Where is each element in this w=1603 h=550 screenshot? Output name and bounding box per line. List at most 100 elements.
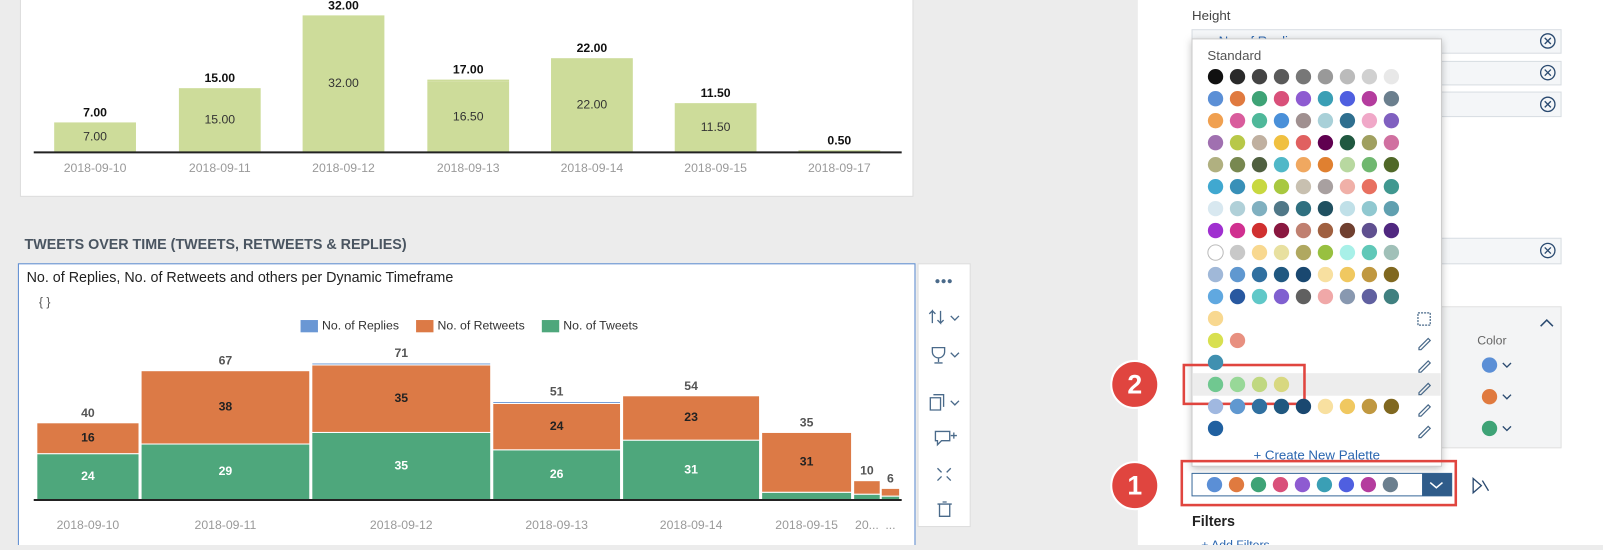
color-swatch[interactable]: [1273, 156, 1290, 173]
chart-icons[interactable]: { }: [39, 295, 51, 309]
color-swatch[interactable]: [1229, 244, 1246, 261]
color-swatch[interactable]: [1229, 398, 1246, 415]
color-swatch[interactable]: [1317, 156, 1334, 173]
color-swatch[interactable]: [1273, 398, 1290, 415]
color-swatch[interactable]: [1207, 222, 1224, 239]
create-palette[interactable]: + Create New Palette: [1253, 448, 1380, 463]
color-swatch[interactable]: [1339, 244, 1356, 261]
color-swatch[interactable]: [1229, 222, 1246, 239]
color-swatch[interactable]: [1251, 91, 1268, 107]
dropdown-button[interactable]: [1422, 473, 1452, 496]
swap-icon[interactable]: [1472, 477, 1490, 495]
color-swatch[interactable]: [1273, 69, 1290, 85]
color-swatch[interactable]: [1295, 200, 1312, 217]
color-swatch[interactable]: [1317, 91, 1334, 107]
color-swatch[interactable]: [1361, 69, 1378, 85]
color-swatch[interactable]: [1339, 156, 1356, 173]
color-swatch[interactable]: [1383, 288, 1400, 305]
color-swatch[interactable]: [1251, 156, 1268, 173]
color-swatch[interactable]: [1361, 398, 1378, 415]
color-swatch[interactable]: [1207, 113, 1224, 129]
color-swatch[interactable]: [1273, 178, 1290, 195]
color-swatch[interactable]: [1383, 113, 1400, 129]
color-swatch[interactable]: [1339, 200, 1356, 217]
color-swatch[interactable]: [1251, 69, 1268, 85]
color-swatch[interactable]: [1229, 156, 1246, 173]
color-swatch[interactable]: [1339, 91, 1356, 107]
color-swatch[interactable]: [1251, 113, 1268, 129]
color-swatch[interactable]: [1361, 200, 1378, 217]
measure-color[interactable]: [1481, 357, 1498, 373]
color-swatch[interactable]: [1207, 156, 1224, 173]
color-swatch[interactable]: [1273, 91, 1290, 107]
color-swatch[interactable]: [1361, 178, 1378, 195]
add-filters[interactable]: + Add Filters: [1201, 538, 1269, 550]
color-swatch[interactable]: [1229, 376, 1246, 393]
color-swatch[interactable]: [1207, 420, 1224, 437]
color-swatch[interactable]: [1295, 266, 1312, 283]
color-swatch[interactable]: [1251, 222, 1268, 239]
color-swatch[interactable]: [1251, 244, 1268, 261]
color-swatch[interactable]: [1383, 398, 1400, 415]
color-swatch[interactable]: [1273, 222, 1290, 239]
remove-icons[interactable]: [1539, 33, 1556, 259]
color-swatch[interactable]: [1273, 200, 1290, 217]
color-swatch[interactable]: [1383, 266, 1400, 283]
color-swatch[interactable]: [1207, 310, 1224, 327]
color-swatch[interactable]: [1229, 113, 1246, 129]
color-swatch[interactable]: [1273, 288, 1290, 305]
color-swatch[interactable]: [1207, 200, 1224, 217]
color-swatch[interactable]: [1251, 266, 1268, 283]
color-swatch[interactable]: [1251, 288, 1268, 305]
color-swatch[interactable]: [1295, 398, 1312, 415]
color-swatch[interactable]: [1207, 398, 1224, 415]
color-swatch[interactable]: [1317, 288, 1334, 305]
color-swatch[interactable]: [1317, 113, 1334, 129]
color-swatch[interactable]: [1229, 91, 1246, 107]
color-swatch[interactable]: [1295, 288, 1312, 305]
color-swatch[interactable]: [1273, 134, 1290, 151]
color-swatch[interactable]: [1273, 113, 1290, 129]
color-swatch[interactable]: [1317, 200, 1334, 217]
color-swatch[interactable]: [1273, 244, 1290, 261]
color-swatch[interactable]: [1361, 288, 1378, 305]
color-swatch[interactable]: [1295, 178, 1312, 195]
color-swatch[interactable]: [1229, 178, 1246, 195]
color-swatch[interactable]: [1383, 222, 1400, 239]
color-swatch[interactable]: [1361, 222, 1378, 239]
color-swatch[interactable]: [1317, 134, 1334, 151]
color-swatch[interactable]: [1339, 69, 1356, 85]
color-swatch[interactable]: [1207, 244, 1224, 261]
color-swatch[interactable]: [1207, 376, 1224, 393]
measure-color[interactable]: [1481, 389, 1498, 405]
color-swatch[interactable]: [1251, 398, 1268, 415]
color-swatch[interactable]: [1295, 222, 1312, 239]
color-swatch[interactable]: [1317, 178, 1334, 195]
color-swatch[interactable]: [1207, 134, 1224, 151]
color-swatch[interactable]: [1383, 244, 1400, 261]
color-swatch[interactable]: [1207, 354, 1224, 371]
color-swatch[interactable]: [1339, 398, 1356, 415]
color-swatch[interactable]: [1229, 134, 1246, 151]
color-swatch[interactable]: [1229, 288, 1246, 305]
color-swatch[interactable]: [1317, 244, 1334, 261]
color-swatch[interactable]: [1317, 222, 1334, 239]
color-swatch[interactable]: [1251, 376, 1268, 393]
measure-color[interactable]: [1481, 420, 1498, 437]
color-swatch[interactable]: [1229, 266, 1246, 283]
color-swatch[interactable]: [1229, 69, 1246, 85]
collapse-icon[interactable]: [1540, 318, 1554, 327]
toolbar-icons[interactable]: [928, 279, 960, 517]
color-swatch[interactable]: [1295, 244, 1312, 261]
color-swatch[interactable]: [1339, 266, 1356, 283]
color-swatch[interactable]: [1383, 69, 1400, 85]
color-swatch[interactable]: [1251, 134, 1268, 151]
color-swatch[interactable]: [1339, 134, 1356, 151]
color-swatch[interactable]: [1361, 156, 1378, 173]
color-swatch[interactable]: [1207, 69, 1224, 85]
color-swatch[interactable]: [1207, 91, 1224, 107]
color-swatch[interactable]: [1251, 200, 1268, 217]
color-swatch[interactable]: [1383, 178, 1400, 195]
color-swatch[interactable]: [1229, 332, 1246, 349]
color-swatch[interactable]: [1273, 376, 1290, 393]
